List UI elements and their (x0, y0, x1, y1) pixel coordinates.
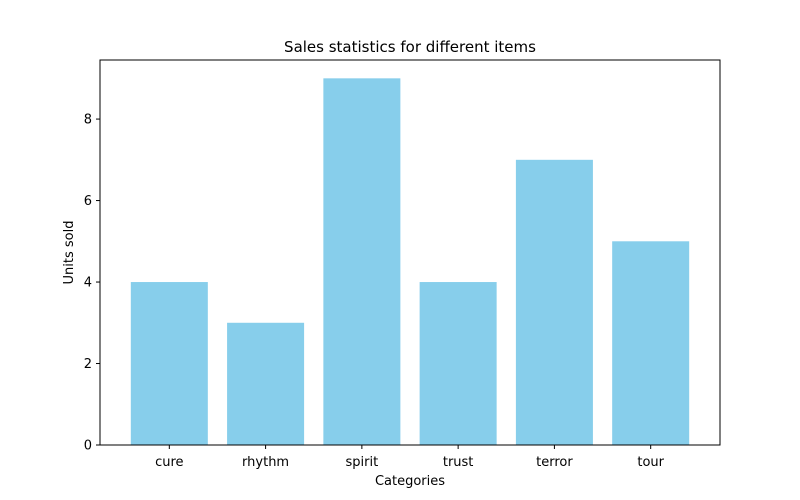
plot-frame (99, 59, 721, 446)
y-axis: 0 2 4 6 8 (84, 113, 100, 454)
y-tick-label-8: 8 (84, 113, 92, 128)
x-tick-label-rhythm: rhythm (242, 455, 289, 470)
x-tick-label-spirit: spirit (346, 455, 379, 470)
bar-rhythm (227, 322, 305, 445)
x-tick-label-cure: cure (155, 455, 183, 470)
bar-spirit (323, 78, 401, 445)
bar-terror (515, 159, 593, 445)
chart-title: Sales statistics for different items (284, 38, 536, 56)
x-tick-label-trust: trust (443, 455, 474, 470)
x-axis-label: Categories (375, 474, 445, 489)
x-tick-label-terror: terror (536, 455, 573, 470)
y-axis-label: Units sold (62, 221, 77, 285)
y-tick-label-6: 6 (84, 194, 92, 209)
y-tick-label-2: 2 (84, 357, 92, 372)
bar-cure (130, 282, 208, 445)
y-tick-label-4: 4 (84, 276, 92, 291)
bars-group (130, 78, 690, 445)
y-tick-label-0: 0 (84, 439, 92, 454)
bar-tour (612, 241, 690, 445)
bar-trust (419, 282, 497, 445)
x-axis: cure rhythm spirit trust terror tour (155, 445, 665, 470)
x-tick-label-tour: tour (637, 455, 664, 470)
